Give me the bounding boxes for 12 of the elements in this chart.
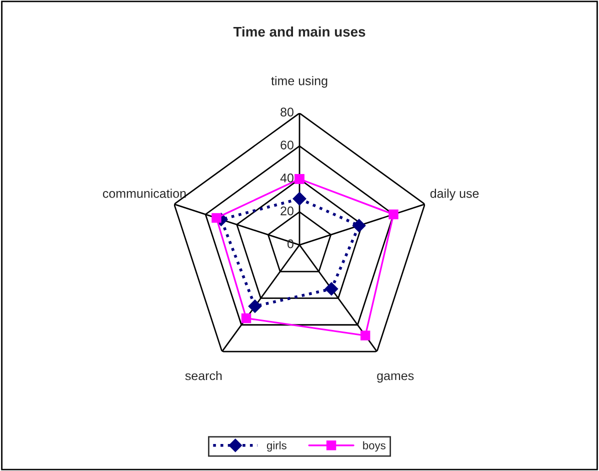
y-tick-label: 80 (280, 108, 294, 116)
y-tick-label: 20 (280, 206, 294, 216)
spoke-label: communication (102, 188, 186, 198)
legend-label: girls (266, 441, 286, 452)
y-tick-label: 60 (280, 140, 294, 150)
spoke-label: daily use (430, 188, 479, 200)
chart-title: Time and main uses (233, 26, 366, 37)
spoke-label: games (377, 373, 414, 383)
y-tick-label: 40 (280, 174, 294, 182)
legend-label: boys (363, 441, 386, 452)
spoke-label: time using (271, 76, 328, 88)
spoke-label: search (185, 370, 222, 380)
